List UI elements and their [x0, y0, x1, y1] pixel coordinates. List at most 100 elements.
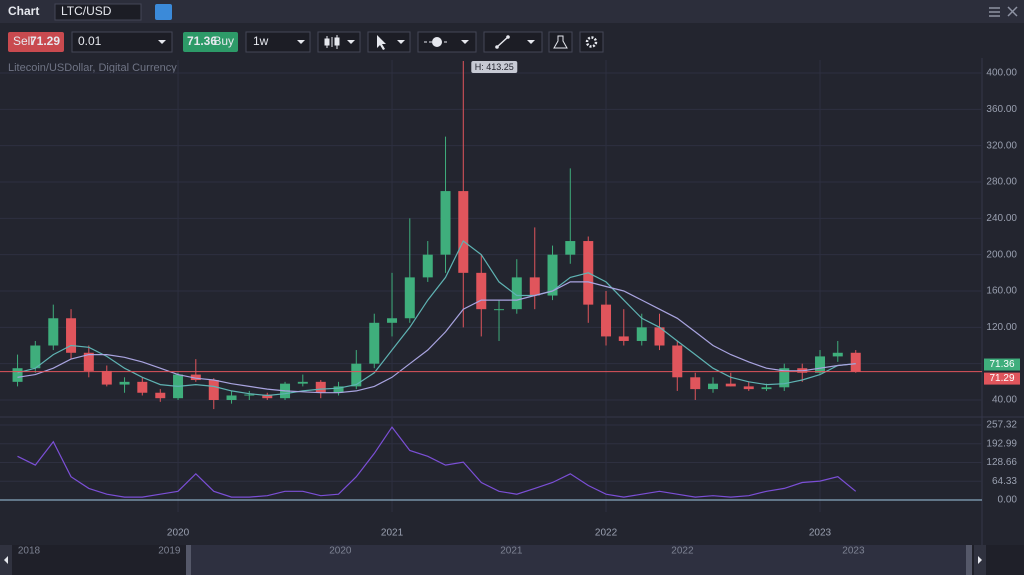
candle-body — [761, 387, 772, 390]
dropdown-arrow — [461, 40, 469, 44]
y-tick-label: 400.00 — [986, 68, 1017, 79]
candle-body — [832, 352, 843, 357]
moving-average — [17, 240, 856, 397]
candle-body — [601, 304, 612, 337]
close-icon[interactable] — [1007, 6, 1018, 17]
sell-button[interactable] — [8, 32, 64, 52]
candle-body — [226, 395, 237, 401]
candle-body — [208, 380, 219, 401]
navigator-label: 2021 — [500, 546, 523, 557]
candle-icon — [324, 35, 340, 49]
x-tick-label: 2020 — [167, 528, 190, 539]
y-tick-label: 240.00 — [986, 213, 1017, 224]
high-annotation-box — [471, 61, 518, 73]
y-tick-label: 320.00 — [986, 140, 1017, 151]
bid-tag — [984, 372, 1020, 385]
clock-icon — [424, 37, 449, 47]
candle-body — [672, 345, 683, 378]
candle-body — [119, 381, 130, 385]
navigator-label: 2018 — [18, 546, 41, 557]
x-tick-label: 2023 — [809, 528, 832, 539]
candle-body — [529, 277, 540, 296]
sell-price: 71.29 — [30, 34, 60, 48]
candle-body — [30, 345, 41, 369]
candle-body — [66, 318, 77, 353]
cursor-button[interactable] — [367, 31, 411, 53]
y-tick-label: 120.00 — [986, 322, 1017, 333]
candle-body — [422, 254, 433, 278]
navigator-label: 2020 — [329, 546, 352, 557]
candle-body — [476, 272, 487, 310]
quantity-input[interactable] — [71, 31, 173, 53]
candle-body — [565, 241, 576, 255]
dropdown-arrow — [158, 40, 166, 44]
dropdown-arrow — [527, 40, 535, 44]
y-tick-label: 360.00 — [986, 104, 1017, 115]
candle-body — [83, 352, 94, 371]
bid-tag-label: 71.29 — [989, 373, 1014, 384]
candle-body — [101, 370, 112, 385]
candle-body — [404, 277, 415, 319]
candle-body — [654, 327, 665, 346]
gear-icon — [585, 36, 598, 48]
buy-price: 71.36 — [187, 34, 217, 48]
menu-icon[interactable] — [989, 7, 1000, 17]
navigator-handle[interactable] — [966, 545, 972, 575]
moving-average — [17, 281, 856, 394]
candle-body — [636, 327, 647, 341]
buy-button[interactable] — [183, 32, 238, 52]
header-bar — [0, 0, 1024, 23]
navigator-label: 2023 — [842, 546, 865, 557]
candle-body — [48, 318, 59, 346]
indicator-tick-label: 0.00 — [998, 495, 1018, 506]
indicator-line — [17, 426, 857, 498]
navigator-label: 2019 — [158, 546, 181, 557]
settings-button[interactable] — [579, 31, 604, 53]
candle-body — [511, 277, 522, 310]
x-tick-label: 2022 — [595, 528, 618, 539]
navigator-handle[interactable] — [186, 545, 191, 575]
indicator-tick-label: 257.32 — [986, 420, 1017, 431]
candle-body — [351, 363, 362, 387]
buy-label: Buy — [213, 34, 234, 48]
window-title: Chart — [8, 4, 39, 18]
arrow-right — [978, 556, 982, 564]
y-tick-label: 200.00 — [986, 249, 1017, 260]
dropdown-arrow — [397, 40, 405, 44]
candle-body — [743, 386, 754, 390]
candle-body — [190, 374, 201, 381]
navigator-window[interactable] — [190, 545, 966, 575]
candle-body — [315, 381, 326, 393]
dropdown-arrow — [297, 40, 305, 44]
candle-body — [458, 191, 469, 273]
arrow-left — [4, 556, 8, 564]
x-tick-label: 2021 — [381, 528, 404, 539]
indicator-tick-label: 128.66 — [986, 457, 1017, 468]
candle-body — [297, 381, 308, 384]
interval-select[interactable] — [245, 31, 311, 53]
line-icon — [495, 35, 510, 49]
candle-body — [725, 383, 736, 387]
y-tick-label: 280.00 — [986, 177, 1017, 188]
candle-body — [708, 383, 719, 390]
flask-icon — [553, 35, 568, 49]
candle-body — [333, 386, 344, 393]
dropdown-arrow — [347, 40, 355, 44]
navigator-label: 2022 — [671, 546, 694, 557]
y-tick-label: 40.00 — [992, 395, 1017, 406]
cursor-icon — [377, 35, 386, 50]
candle-body — [815, 356, 826, 373]
high-annotation: H: 413.25 — [475, 62, 514, 72]
candle-body — [387, 318, 398, 323]
symbol-search-button[interactable] — [155, 4, 172, 20]
interval-text: 1w — [253, 34, 269, 48]
candle-body — [494, 309, 505, 311]
candle-body — [137, 381, 148, 393]
symbol-text: LTC/USD — [61, 4, 112, 18]
draw-line-button[interactable] — [483, 31, 543, 53]
symbol-input[interactable] — [54, 3, 142, 21]
indicators-button[interactable] — [548, 31, 573, 53]
indicator-tick-label: 64.33 — [992, 476, 1017, 487]
candle-body — [779, 368, 790, 388]
